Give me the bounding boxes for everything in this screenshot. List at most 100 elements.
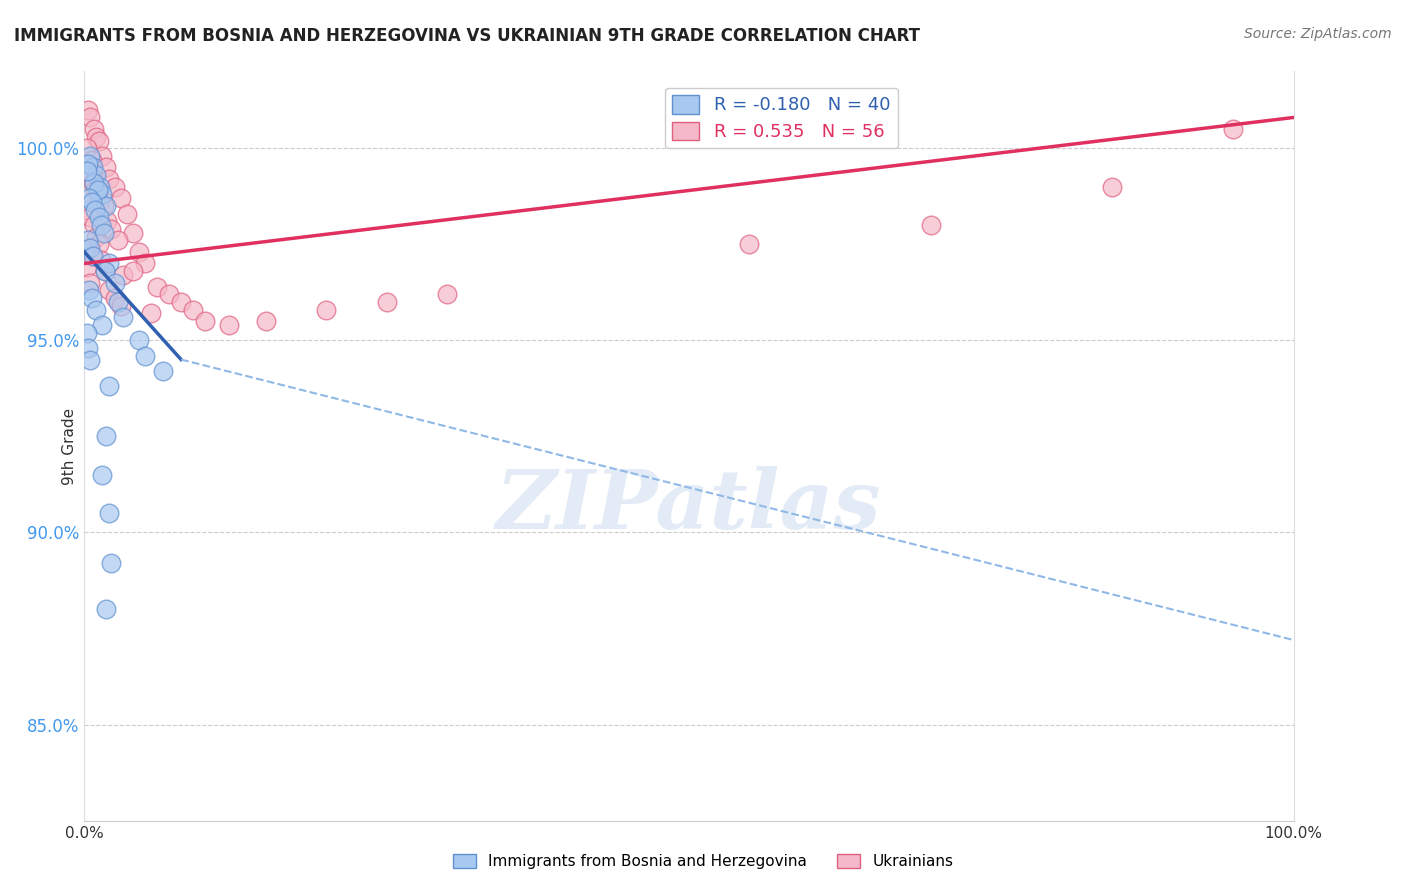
Point — [100, 556, 122, 570]
Point — [93, 199, 115, 213]
Point — [104, 276, 127, 290]
Point — [91, 467, 114, 482]
Point — [139, 306, 162, 320]
Point — [80, 194, 103, 209]
Point — [315, 302, 337, 317]
Point — [436, 287, 458, 301]
Point — [84, 202, 107, 217]
Point — [738, 237, 761, 252]
Point — [110, 191, 132, 205]
Point — [96, 214, 118, 228]
Point — [375, 294, 398, 309]
Point — [107, 294, 129, 309]
Point — [86, 129, 108, 144]
Point — [134, 349, 156, 363]
Point — [104, 291, 127, 305]
Legend: Immigrants from Bosnia and Herzegovina, Ukrainians: Immigrants from Bosnia and Herzegovina, … — [447, 848, 959, 875]
Point — [89, 194, 111, 209]
Point — [94, 199, 117, 213]
Point — [90, 218, 112, 232]
Point — [112, 310, 135, 325]
Point — [77, 164, 100, 178]
Point — [86, 184, 108, 198]
Point — [79, 276, 101, 290]
Point — [112, 268, 135, 282]
Legend: R = -0.180   N = 40, R = 0.535   N = 56: R = -0.180 N = 40, R = 0.535 N = 56 — [665, 88, 897, 148]
Point — [128, 334, 150, 348]
Point — [115, 206, 138, 220]
Point — [94, 161, 117, 175]
Point — [107, 234, 129, 248]
Point — [77, 191, 100, 205]
Point — [1101, 179, 1123, 194]
Point — [87, 211, 110, 225]
Point — [79, 241, 101, 255]
Point — [218, 318, 240, 332]
Point — [82, 161, 104, 175]
Point — [920, 218, 942, 232]
Text: ZIPatlas: ZIPatlas — [496, 466, 882, 546]
Point — [76, 326, 98, 340]
Point — [77, 103, 100, 117]
Point — [76, 260, 98, 275]
Point — [121, 226, 143, 240]
Point — [110, 299, 132, 313]
Point — [194, 314, 217, 328]
Point — [77, 234, 100, 248]
Point — [97, 172, 120, 186]
Point — [86, 187, 108, 202]
Point — [86, 229, 108, 244]
Point — [157, 287, 180, 301]
Point — [87, 237, 110, 252]
Point — [97, 506, 120, 520]
Point — [87, 134, 110, 148]
Point — [79, 211, 101, 225]
Point — [77, 156, 100, 170]
Point — [104, 179, 127, 194]
Point — [89, 179, 111, 194]
Point — [91, 318, 114, 332]
Point — [146, 279, 169, 293]
Point — [128, 244, 150, 259]
Point — [86, 302, 108, 317]
Point — [80, 249, 103, 263]
Point — [79, 149, 101, 163]
Point — [76, 141, 98, 155]
Point — [94, 264, 117, 278]
Point — [84, 184, 107, 198]
Point — [80, 291, 103, 305]
Text: Source: ZipAtlas.com: Source: ZipAtlas.com — [1244, 27, 1392, 41]
Point — [170, 294, 193, 309]
Point — [77, 241, 100, 255]
Point — [94, 429, 117, 443]
Point — [79, 111, 101, 125]
Point — [90, 252, 112, 267]
Point — [82, 176, 104, 190]
Point — [76, 164, 98, 178]
Point — [94, 264, 117, 278]
Y-axis label: 9th Grade: 9th Grade — [62, 408, 77, 484]
Point — [152, 364, 174, 378]
Point — [93, 226, 115, 240]
Point — [79, 352, 101, 367]
Point — [86, 168, 108, 182]
Point — [83, 218, 105, 232]
Point — [97, 284, 120, 298]
Point — [91, 149, 114, 163]
Point — [80, 153, 103, 167]
Point — [97, 379, 120, 393]
Point — [134, 256, 156, 270]
Point — [94, 602, 117, 616]
Point — [82, 249, 104, 263]
Point — [77, 284, 100, 298]
Point — [91, 187, 114, 202]
Point — [121, 264, 143, 278]
Text: IMMIGRANTS FROM BOSNIA AND HERZEGOVINA VS UKRAINIAN 9TH GRADE CORRELATION CHART: IMMIGRANTS FROM BOSNIA AND HERZEGOVINA V… — [14, 27, 920, 45]
Point — [254, 314, 277, 328]
Point — [1222, 122, 1244, 136]
Point — [100, 222, 122, 236]
Point — [83, 122, 105, 136]
Point — [181, 302, 204, 317]
Point — [77, 341, 100, 355]
Point — [97, 256, 120, 270]
